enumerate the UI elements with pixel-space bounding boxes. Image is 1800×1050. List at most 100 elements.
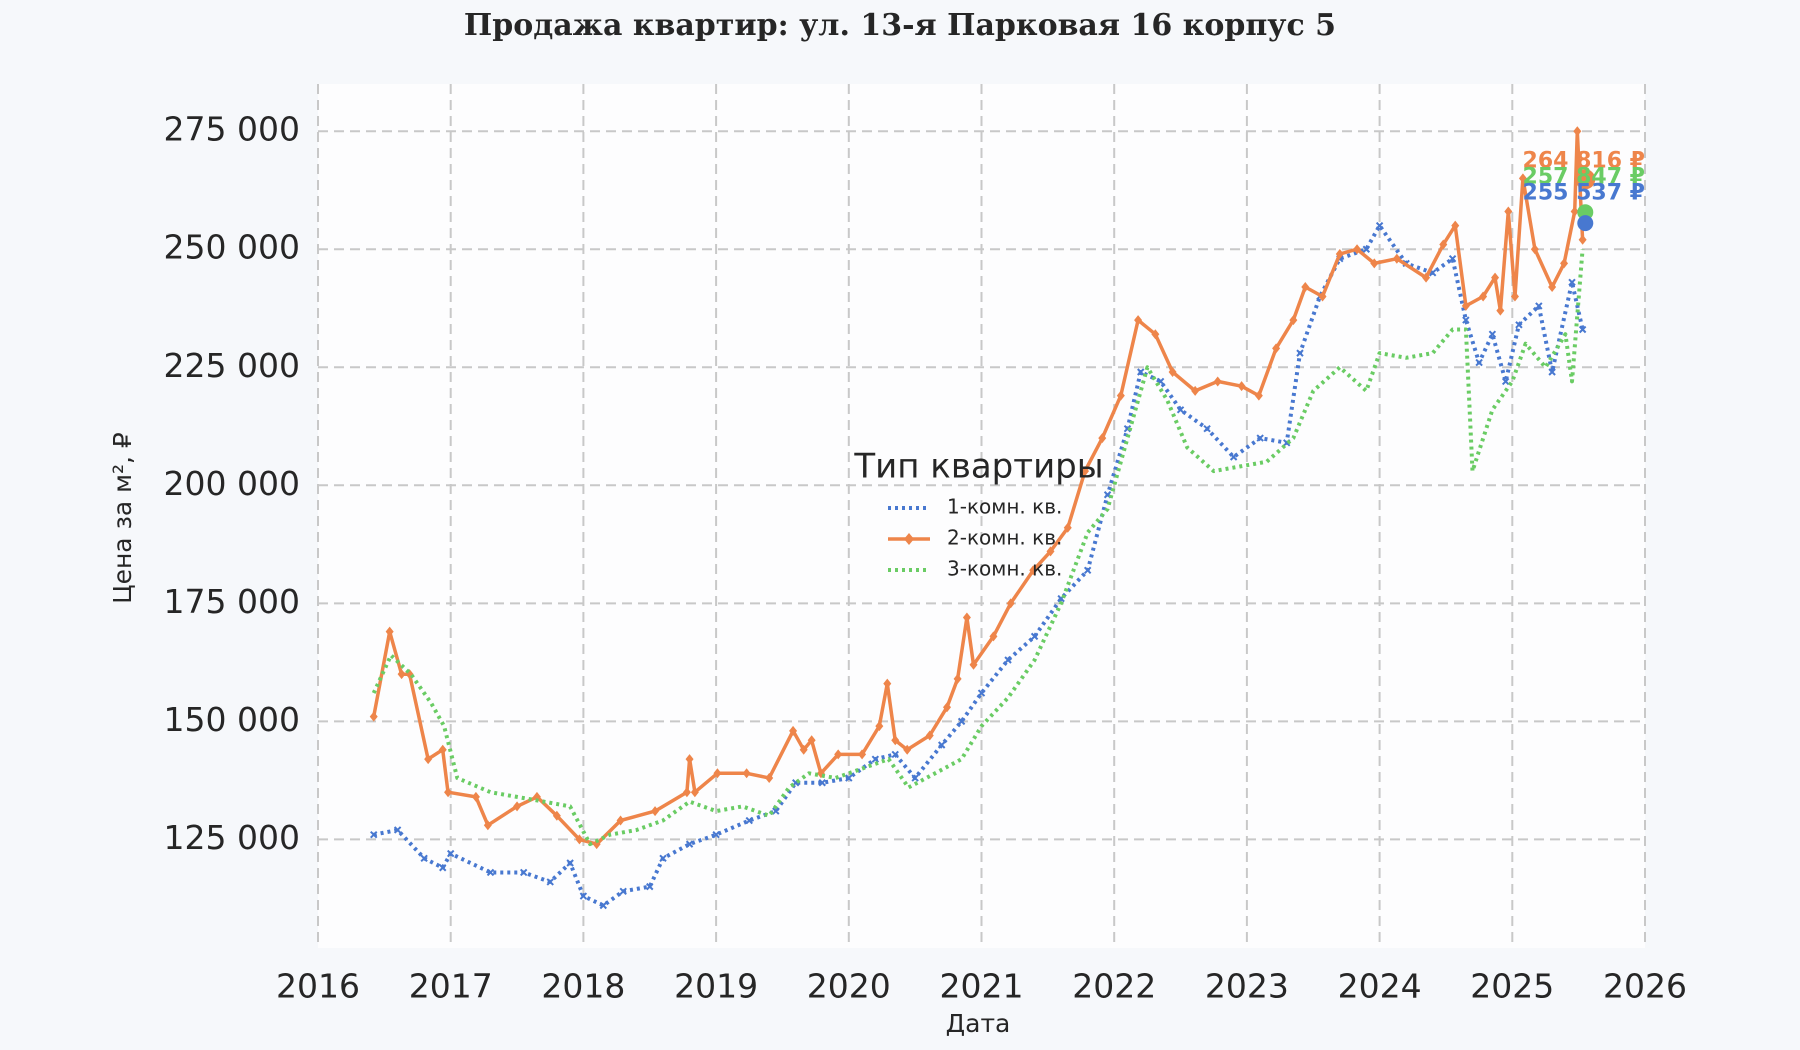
point-marker [1496, 305, 1505, 316]
x-tick-label: 2016 [276, 967, 360, 1006]
point-marker [446, 849, 455, 858]
end-marker [1575, 169, 1596, 190]
point-marker [1229, 453, 1238, 461]
point-marker [552, 810, 561, 821]
x-tick-label: 2023 [1205, 967, 1289, 1006]
point-marker [1448, 254, 1457, 263]
y-axis-label: Цена за м², ₽ [108, 432, 137, 604]
point-marker [891, 750, 899, 759]
series-line [371, 249, 1585, 847]
point-marker [685, 840, 694, 848]
point-marker [799, 744, 808, 755]
point-marker [1301, 282, 1310, 293]
point-marker [1353, 244, 1362, 255]
point-marker [1213, 376, 1222, 387]
point-marker [385, 626, 394, 637]
point-marker [1004, 656, 1012, 664]
point-marker [1570, 206, 1579, 217]
x-tick-label: 2017 [409, 967, 493, 1006]
point-marker [1504, 206, 1513, 217]
point-marker [471, 791, 480, 802]
end-marker [1577, 215, 1594, 232]
point-marker [953, 673, 962, 684]
y-tick-label: 175 000 [164, 582, 300, 621]
point-marker [439, 864, 447, 872]
point-marker [1063, 522, 1072, 533]
point-marker [1488, 330, 1497, 338]
point-marker [1578, 234, 1587, 245]
point-marker [1370, 258, 1379, 269]
point-marker [1439, 239, 1448, 250]
point-marker [1006, 598, 1015, 609]
point-marker [1289, 315, 1298, 326]
point-marker [1475, 358, 1483, 367]
point-marker [1362, 245, 1371, 253]
point-marker [745, 816, 753, 825]
point-marker [1296, 349, 1304, 357]
point-marker [962, 612, 971, 623]
point-marker [1203, 424, 1211, 433]
point-marker [1491, 272, 1500, 283]
point-marker [789, 725, 798, 736]
x-axis-label: Дата [946, 1009, 1011, 1038]
point-marker [1335, 248, 1344, 259]
point-marker [765, 773, 774, 784]
point-marker [1191, 385, 1200, 396]
y-tick-label: 225 000 [164, 346, 300, 385]
point-marker [579, 892, 588, 900]
legend-marker [904, 533, 914, 545]
point-marker [659, 854, 667, 863]
point-marker [1046, 546, 1055, 557]
point-marker [619, 887, 627, 896]
series [371, 249, 1585, 847]
point-marker [1098, 433, 1107, 444]
y-tick-label: 200 000 [164, 464, 300, 503]
point-marker [1137, 368, 1145, 376]
point-marker [845, 774, 853, 782]
point-marker [1030, 632, 1039, 641]
x-tick-label: 2024 [1338, 967, 1422, 1006]
point-marker [424, 754, 433, 765]
point-marker [807, 735, 816, 746]
point-marker [513, 801, 522, 812]
point-marker [937, 741, 946, 749]
point-marker [1451, 220, 1460, 231]
point-marker [1573, 126, 1582, 137]
point-marker [393, 826, 402, 834]
end-value-label: 255 537 ₽ [1523, 180, 1645, 205]
legend-entry: 2-комн. кв. [947, 526, 1062, 550]
point-marker [772, 807, 780, 815]
point-marker [566, 859, 574, 867]
point-marker [713, 768, 722, 779]
point-marker [1083, 566, 1092, 575]
point-marker [1375, 221, 1384, 230]
y-tick-label: 125 000 [164, 818, 300, 857]
point-marker [1510, 291, 1519, 302]
point-marker [651, 806, 660, 817]
point-marker [1515, 321, 1523, 329]
point-marker [1518, 173, 1527, 184]
point-marker [742, 768, 751, 779]
point-marker [1256, 434, 1264, 442]
point-marker [369, 711, 378, 722]
point-marker [883, 678, 892, 689]
point-marker [1479, 291, 1488, 302]
point-marker [519, 868, 528, 877]
legend-entry: 3-комн. кв. [947, 557, 1062, 581]
series [369, 126, 1587, 850]
point-marker [1134, 315, 1143, 326]
y-tick-label: 250 000 [164, 228, 300, 267]
point-marker [616, 815, 625, 826]
point-marker [1272, 343, 1281, 354]
point-marker [420, 854, 428, 863]
point-marker [1029, 565, 1038, 576]
point-marker [1530, 244, 1539, 255]
point-marker [977, 689, 986, 697]
point-marker [532, 791, 541, 802]
point-marker [1318, 291, 1327, 302]
legend-title: Тип квартиры [853, 447, 1103, 487]
point-marker [1176, 406, 1185, 414]
point-marker [1548, 368, 1556, 376]
point-marker [486, 868, 495, 877]
point-marker [1168, 367, 1177, 377]
